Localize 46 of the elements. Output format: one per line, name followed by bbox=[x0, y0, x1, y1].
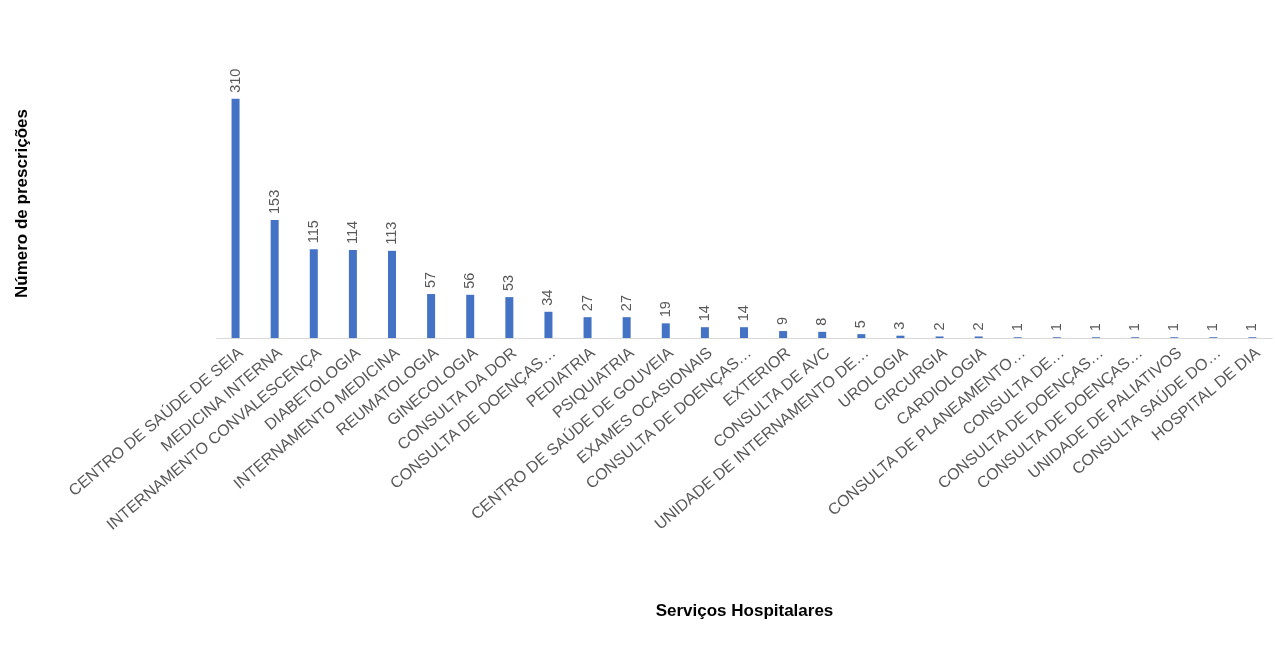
bar bbox=[857, 334, 866, 338]
bar bbox=[427, 294, 436, 338]
bar bbox=[466, 294, 475, 338]
bar bbox=[779, 331, 788, 338]
data-label: 2 bbox=[969, 322, 986, 331]
data-label: 2 bbox=[930, 322, 947, 331]
data-label: 14 bbox=[735, 305, 751, 322]
data-label: 114 bbox=[343, 220, 360, 245]
data-label: 153 bbox=[265, 189, 282, 214]
y-axis-title: Número de prescrições bbox=[11, 109, 31, 298]
data-label: 5 bbox=[852, 320, 869, 329]
x-axis-title: Serviços Hospitalares bbox=[655, 600, 834, 620]
data-label: 53 bbox=[500, 274, 517, 292]
data-label: 1 bbox=[1204, 323, 1221, 332]
data-label: 3 bbox=[891, 321, 908, 330]
data-label: 27 bbox=[578, 295, 595, 312]
data-label: 14 bbox=[695, 305, 712, 322]
data-label: 310 bbox=[226, 68, 243, 93]
bar bbox=[622, 317, 631, 338]
data-label: 1 bbox=[1243, 323, 1260, 332]
data-label: 1 bbox=[1126, 323, 1143, 332]
bar bbox=[818, 331, 827, 338]
bar bbox=[661, 323, 670, 338]
data-label: 19 bbox=[656, 301, 673, 318]
data-label: 1 bbox=[1047, 323, 1064, 332]
bar bbox=[231, 98, 240, 338]
data-label: 27 bbox=[617, 295, 634, 312]
data-label: 1 bbox=[1165, 323, 1182, 332]
data-label: 1 bbox=[1008, 323, 1025, 332]
bar bbox=[348, 250, 357, 338]
bar bbox=[700, 327, 709, 338]
data-label: 115 bbox=[304, 220, 321, 244]
data-label: 113 bbox=[383, 221, 399, 245]
bar bbox=[544, 311, 553, 338]
bar bbox=[740, 327, 748, 338]
data-label: 34 bbox=[539, 289, 556, 306]
bar bbox=[583, 317, 592, 338]
bar bbox=[270, 219, 279, 338]
bar bbox=[388, 250, 396, 338]
data-label: 8 bbox=[813, 317, 830, 326]
data-label: 56 bbox=[461, 272, 478, 289]
data-label: 57 bbox=[422, 271, 439, 289]
bar bbox=[505, 297, 514, 338]
data-label: 1 bbox=[1087, 323, 1103, 332]
data-label: 9 bbox=[774, 316, 791, 326]
bar bbox=[309, 249, 318, 338]
